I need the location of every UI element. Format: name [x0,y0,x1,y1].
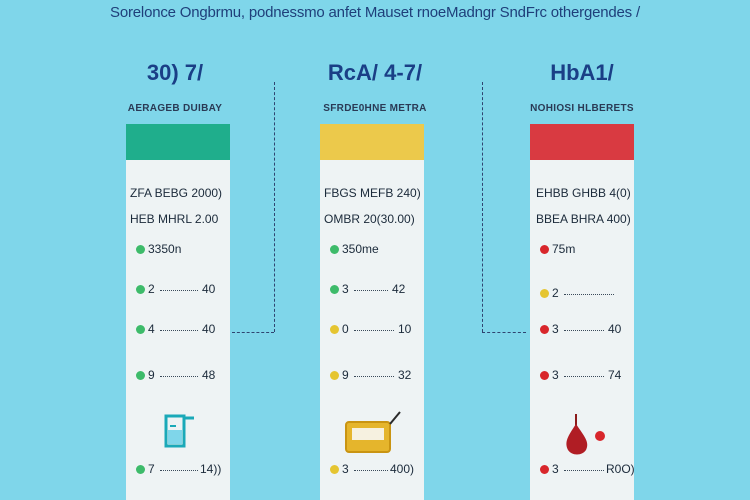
connector-line [232,332,274,333]
row-label: 3 [552,322,559,336]
card-1-row: 2 40 [126,282,230,298]
status-dot [330,285,339,294]
card-3-row: 3 40 [530,322,634,338]
status-dot [540,371,549,380]
row-label: 4 [148,322,155,336]
status-dot [136,285,145,294]
card-3-row: 2 [530,286,634,302]
card-2-row: 0 10 [320,322,424,338]
status-dot [330,371,339,380]
row-value: 40 [202,322,216,336]
status-dot [136,325,145,334]
leader-line [564,330,604,331]
row-label: 3 [342,462,349,476]
card-2-line1: FBGS MEFB 240) [324,186,421,200]
card-2-band [320,124,424,160]
connector-line [482,82,483,332]
card-3-row: 75m [530,242,634,258]
card-1-band [126,124,230,160]
leader-line [354,290,388,291]
column-3-title: HbA1/ [550,60,614,85]
column-2-title: RcA/ 4-7/ [327,60,423,85]
card-2-line2: OMBR 20(30.00) [324,212,415,226]
leader-line [564,294,614,295]
leader-line [564,376,604,377]
leader-line [354,470,388,471]
row-value: R0O) [606,462,635,476]
column-1-subtitle: AERAGEB DUIBAY [127,103,223,114]
column-1-title: 30) 7/ [146,60,204,85]
status-dot [136,245,145,254]
card-1-line2: HEB MHRL 2.00 [130,212,219,226]
card-3-line2: BBEA BHRA 400) [536,212,631,226]
card-2-bottom-row: 3 400) [320,462,424,478]
card-3-band [530,124,634,160]
status-dot [136,465,145,474]
row-value: 400) [390,462,415,476]
card-3-bottom-row: 3 R0O) [530,462,635,478]
row-label: 3 [552,462,559,476]
card-3-line1: EHBB GHBB 4(0) [536,186,631,200]
row-value: 10 [398,322,412,336]
status-dot [540,245,549,254]
row-label: 9 [342,368,349,382]
status-dot [136,371,145,380]
blood-drop-icon [566,414,605,455]
card-1-row: 4 40 [126,322,230,338]
row-label: 7 [148,462,155,476]
row-label: 0 [342,322,349,336]
status-dot [540,325,549,334]
row-value: 14)) [200,462,222,476]
row-label: 75m [552,242,576,256]
card-1-row: 9 48 [126,368,230,384]
status-dot [540,465,549,474]
row-value: 40 [608,322,622,336]
row-label: 3350n [148,242,182,256]
card-2-row: 350me [320,242,424,258]
card-2-row: 9 32 [320,368,424,384]
leader-line [354,330,394,331]
leader-line [160,330,198,331]
status-dot [540,289,549,298]
column-3-subtitle: NOHIOSI HLBERETS [530,103,634,114]
tray-icon [345,411,401,453]
card-3: EHBB GHBB 4(0) BBEA BHRA 400) 75m 2 3 40… [528,124,635,500]
leader-line [160,376,198,377]
card-1: ZFA BEBG 2000) HEB MHRL 2.00 3350n 2 40 … [124,124,230,500]
row-value: 74 [608,368,622,382]
row-label: 350me [342,242,379,256]
row-label: 2 [148,282,155,296]
card-1-bottom-row: 7 14)) [126,462,230,478]
leader-line [564,470,604,471]
row-value: 42 [392,282,406,296]
row-label: 9 [148,368,155,382]
card-1-line1: ZFA BEBG 2000) [130,186,223,200]
row-value: 48 [202,368,216,382]
leader-line [160,290,198,291]
row-value: 40 [202,282,216,296]
row-value: 32 [398,368,412,382]
column-2-subtitle: SFRDE0HNE METRA [323,103,427,114]
status-dot [330,245,339,254]
connector-line [482,332,526,333]
beaker-icon [164,414,194,448]
leader-line [160,470,198,471]
card-1-row: 3350n [126,242,230,258]
row-label: 3 [342,282,349,296]
card-3-row: 3 74 [530,368,634,384]
card-2: FBGS MEFB 240) OMBR 20(30.00) 350me 3 42… [318,124,424,500]
row-label: 2 [552,286,559,300]
card-2-row: 3 42 [320,282,424,298]
status-dot [330,465,339,474]
infographic-header: Sorelonce Ongbrmu, podnessmo anfet Mause… [110,4,640,21]
leader-line [354,376,394,377]
status-dot [330,325,339,334]
row-label: 3 [552,368,559,382]
connector-line [274,82,275,332]
